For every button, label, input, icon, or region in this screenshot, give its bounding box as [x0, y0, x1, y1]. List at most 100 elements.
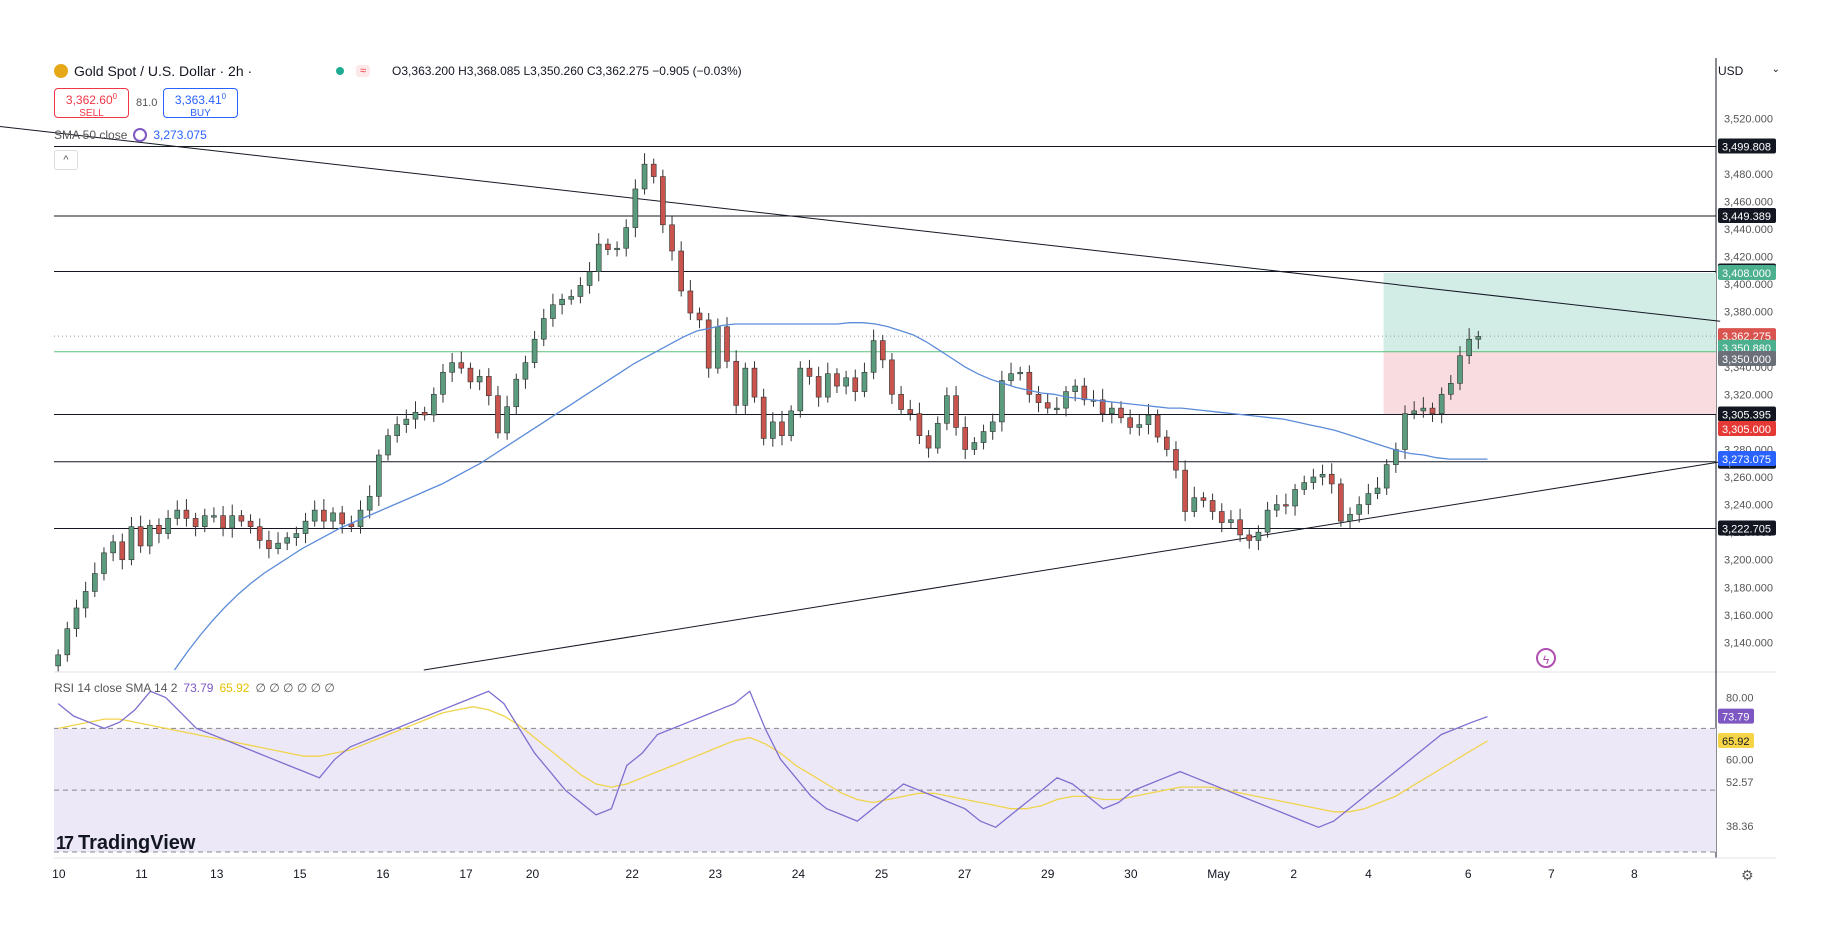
candle-down — [1200, 492, 1207, 508]
wave-icon[interactable]: ≈ — [356, 65, 371, 77]
x-tick-label: 25 — [875, 867, 889, 881]
candle-down — [650, 158, 657, 184]
lightning-icon[interactable]: ϟ — [1536, 648, 1556, 668]
candle-body — [1081, 385, 1088, 401]
candle-body — [934, 422, 941, 449]
price-badge-label: 3,408.000 — [1722, 268, 1771, 280]
candle-body — [1063, 391, 1069, 409]
candle-body — [1310, 476, 1317, 483]
candle-body — [531, 338, 538, 363]
level-badge-label: 3,305.395 — [1722, 409, 1771, 421]
candle-up — [1393, 442, 1399, 473]
candle-down — [889, 352, 895, 404]
candle-body — [485, 376, 492, 397]
candle-body — [1374, 487, 1381, 494]
candle-body — [321, 509, 327, 522]
candle-up — [971, 437, 978, 455]
candle-up — [989, 413, 996, 440]
candle-body — [540, 318, 547, 340]
candle-body — [1163, 436, 1170, 450]
candle-up — [293, 526, 300, 546]
candle-down — [1429, 402, 1436, 422]
candle-body — [999, 380, 1005, 423]
candle-body — [1457, 355, 1463, 384]
currency-select[interactable]: USD ⌄ — [1718, 64, 1780, 78]
level-badge-label: 3,499.808 — [1722, 142, 1771, 154]
candle-body — [852, 377, 859, 392]
symbol-header[interactable]: Gold Spot / U.S. Dollar · 2h · — [54, 63, 252, 79]
candle-up — [1109, 402, 1115, 424]
rsi-legend[interactable]: RSI 14 close SMA 14 2 73.79 65.92 ∅ ∅ ∅ … — [54, 681, 335, 695]
price-badge — [1718, 350, 1776, 366]
candle-body — [641, 163, 648, 190]
buy-button[interactable]: 3,363.410 BUY — [163, 88, 238, 119]
candle-body — [760, 396, 767, 439]
target-zone — [1383, 273, 1716, 352]
candle-up — [476, 369, 483, 391]
tradingview-watermark[interactable]: 17 TradingView — [56, 832, 195, 855]
candle-up — [311, 500, 318, 527]
rsi-placeholders: ∅ ∅ ∅ ∅ ∅ ∅ — [255, 681, 335, 695]
candle-body — [669, 224, 675, 252]
watermark-text: TradingView — [78, 832, 196, 854]
candle-down — [458, 351, 465, 374]
candle-body — [220, 515, 226, 529]
candle-down — [1328, 463, 1335, 494]
sell-button[interactable]: 3,362.600 SELL — [54, 88, 129, 119]
candle-down — [916, 402, 923, 444]
candle-body — [229, 515, 236, 529]
candle-down — [256, 518, 263, 549]
candle-up — [275, 532, 281, 555]
candle-body — [1200, 497, 1207, 501]
candle-up — [1228, 510, 1234, 529]
candle-body — [1218, 511, 1225, 523]
candle-down — [1127, 409, 1133, 435]
candle-body — [870, 340, 877, 373]
price-badge-label: 3,273.075 — [1722, 454, 1771, 466]
candle-body — [449, 362, 455, 373]
candle-up — [229, 504, 236, 538]
candle-body — [1365, 493, 1372, 505]
candle-body — [1191, 497, 1198, 512]
sma-settings-icon[interactable] — [133, 128, 148, 142]
collapse-legend-button[interactable]: ^ — [54, 150, 78, 170]
x-tick-label: 11 — [135, 867, 148, 881]
candle-down — [751, 361, 758, 403]
candle-body — [779, 421, 785, 436]
candle-up — [595, 233, 602, 282]
x-tick-label: 15 — [293, 867, 307, 881]
candle-body — [879, 340, 886, 361]
candle-body — [1127, 417, 1133, 428]
candle-up — [110, 534, 116, 562]
symbol-title[interactable]: Gold Spot / U.S. Dollar · 2h · — [74, 63, 253, 79]
candle-body — [376, 454, 382, 497]
candle-body — [1475, 336, 1482, 340]
candle-up — [1301, 475, 1308, 495]
candle-body — [687, 290, 694, 314]
candle-up — [165, 510, 171, 540]
candle-up — [614, 241, 620, 257]
candle-up — [385, 428, 391, 461]
candle-down — [1099, 388, 1106, 422]
gear-icon[interactable]: ⚙ — [1741, 867, 1754, 883]
candle-up — [146, 519, 153, 555]
y-tick-label: 3,520.000 — [1724, 114, 1773, 126]
y-tick-label: 3,320.000 — [1724, 389, 1773, 401]
candle-up — [797, 361, 804, 418]
candle-up — [586, 262, 593, 294]
candle-body — [568, 296, 575, 300]
candle-body — [403, 418, 410, 425]
candle-up — [1420, 397, 1427, 418]
candle-body — [110, 541, 116, 554]
sma-legend[interactable]: SMA 50 close 3,273.075 — [54, 128, 207, 142]
candle-up — [201, 508, 208, 533]
candle-body — [595, 243, 602, 272]
candle-up — [101, 547, 107, 581]
candle-body — [623, 227, 630, 249]
candle-body — [458, 362, 465, 369]
candle-body — [1145, 414, 1152, 425]
candle-down — [779, 410, 785, 446]
y-tick-label: 3,480.000 — [1724, 169, 1773, 181]
